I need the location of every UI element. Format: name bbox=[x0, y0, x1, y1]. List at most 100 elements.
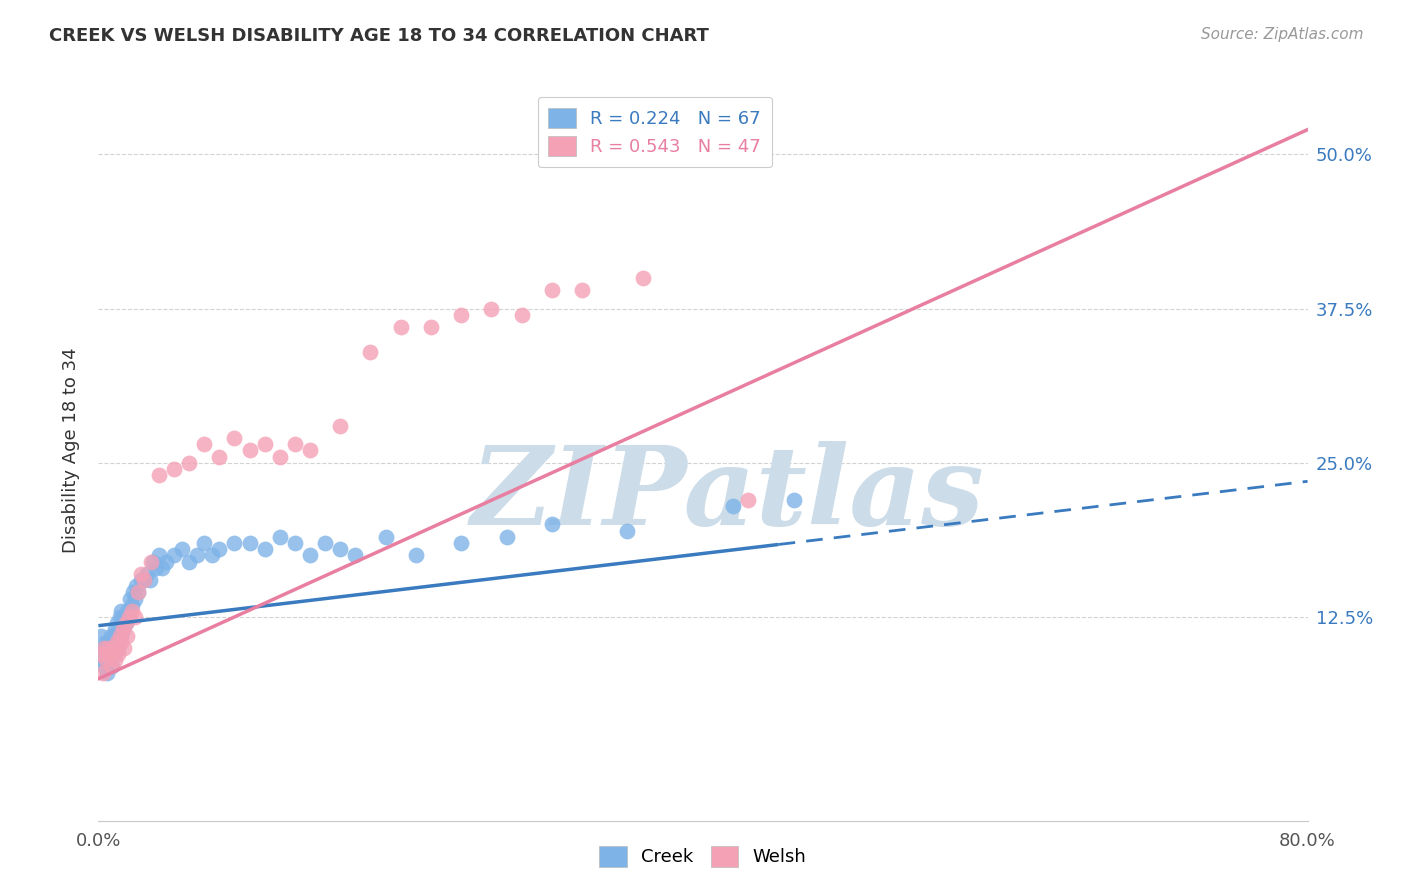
Point bbox=[90, 629, 112, 643]
Point bbox=[94, 647, 117, 661]
Point bbox=[115, 629, 138, 643]
Point bbox=[112, 640, 135, 655]
Point bbox=[269, 530, 291, 544]
Point bbox=[114, 616, 136, 631]
Point bbox=[103, 629, 125, 643]
Point bbox=[127, 585, 149, 599]
Point bbox=[98, 634, 121, 648]
Point bbox=[253, 437, 276, 451]
Text: ZIPatlas: ZIPatlas bbox=[470, 442, 984, 549]
Point bbox=[201, 549, 224, 563]
Point bbox=[98, 640, 121, 655]
Point bbox=[111, 623, 134, 637]
Point bbox=[239, 443, 262, 458]
Point bbox=[118, 610, 141, 624]
Point bbox=[114, 616, 136, 631]
Point bbox=[96, 640, 118, 655]
Point bbox=[224, 431, 246, 445]
Point bbox=[100, 659, 122, 673]
Point bbox=[105, 634, 128, 648]
Point bbox=[450, 536, 472, 550]
Point bbox=[450, 308, 472, 322]
Point bbox=[108, 629, 131, 643]
Point bbox=[783, 492, 806, 507]
Point bbox=[163, 462, 186, 476]
Point bbox=[120, 591, 142, 606]
Point bbox=[110, 634, 132, 648]
Point bbox=[129, 573, 152, 587]
Point bbox=[112, 610, 135, 624]
Point bbox=[132, 573, 155, 587]
Point bbox=[631, 270, 654, 285]
Point bbox=[105, 616, 128, 631]
Point bbox=[107, 647, 129, 661]
Point bbox=[314, 536, 336, 550]
Point bbox=[208, 450, 231, 464]
Point bbox=[142, 554, 165, 569]
Point bbox=[105, 634, 128, 648]
Point bbox=[110, 629, 132, 643]
Point bbox=[329, 418, 352, 433]
Point bbox=[540, 283, 562, 297]
Point bbox=[148, 468, 170, 483]
Point bbox=[103, 640, 125, 655]
Point bbox=[420, 320, 443, 334]
Point bbox=[124, 591, 146, 606]
Point bbox=[299, 443, 322, 458]
Point bbox=[329, 542, 352, 557]
Point bbox=[94, 634, 117, 648]
Point bbox=[94, 653, 117, 667]
Point bbox=[104, 653, 127, 667]
Point bbox=[284, 437, 307, 451]
Point bbox=[571, 283, 593, 297]
Point bbox=[125, 579, 148, 593]
Point bbox=[101, 640, 124, 655]
Point bbox=[96, 647, 118, 661]
Text: CREEK VS WELSH DISABILITY AGE 18 TO 34 CORRELATION CHART: CREEK VS WELSH DISABILITY AGE 18 TO 34 C… bbox=[49, 27, 709, 45]
Point bbox=[540, 517, 562, 532]
Point bbox=[90, 647, 112, 661]
Point bbox=[93, 640, 115, 655]
Point bbox=[115, 604, 138, 618]
Point bbox=[101, 647, 124, 661]
Point bbox=[107, 640, 129, 655]
Point bbox=[224, 536, 246, 550]
Legend: R = 0.224   N = 67, R = 0.543   N = 47: R = 0.224 N = 67, R = 0.543 N = 47 bbox=[537, 96, 772, 168]
Point bbox=[186, 549, 208, 563]
Point bbox=[104, 623, 127, 637]
Point bbox=[193, 437, 215, 451]
Point bbox=[179, 456, 201, 470]
Text: Source: ZipAtlas.com: Source: ZipAtlas.com bbox=[1201, 27, 1364, 42]
Legend: Creek, Welsh: Creek, Welsh bbox=[592, 838, 814, 874]
Point bbox=[121, 598, 143, 612]
Point bbox=[405, 549, 427, 563]
Point bbox=[344, 549, 367, 563]
Point bbox=[145, 560, 167, 574]
Point bbox=[110, 604, 132, 618]
Point bbox=[141, 554, 163, 569]
Point bbox=[100, 647, 122, 661]
Point bbox=[96, 665, 118, 680]
Point bbox=[111, 623, 134, 637]
Point bbox=[101, 659, 124, 673]
Point bbox=[91, 665, 114, 680]
Point bbox=[150, 560, 173, 574]
Point bbox=[389, 320, 412, 334]
Point bbox=[510, 308, 533, 322]
Point bbox=[93, 640, 115, 655]
Point bbox=[269, 450, 291, 464]
Point bbox=[299, 549, 322, 563]
Point bbox=[118, 610, 141, 624]
Point bbox=[93, 659, 115, 673]
Point bbox=[121, 604, 143, 618]
Point bbox=[193, 536, 215, 550]
Y-axis label: Disability Age 18 to 34: Disability Age 18 to 34 bbox=[62, 348, 80, 553]
Point bbox=[129, 566, 152, 581]
Point bbox=[148, 549, 170, 563]
Point bbox=[122, 585, 145, 599]
Point bbox=[179, 554, 201, 569]
Point bbox=[91, 653, 114, 667]
Point bbox=[253, 542, 276, 557]
Point bbox=[155, 554, 177, 569]
Point bbox=[139, 573, 162, 587]
